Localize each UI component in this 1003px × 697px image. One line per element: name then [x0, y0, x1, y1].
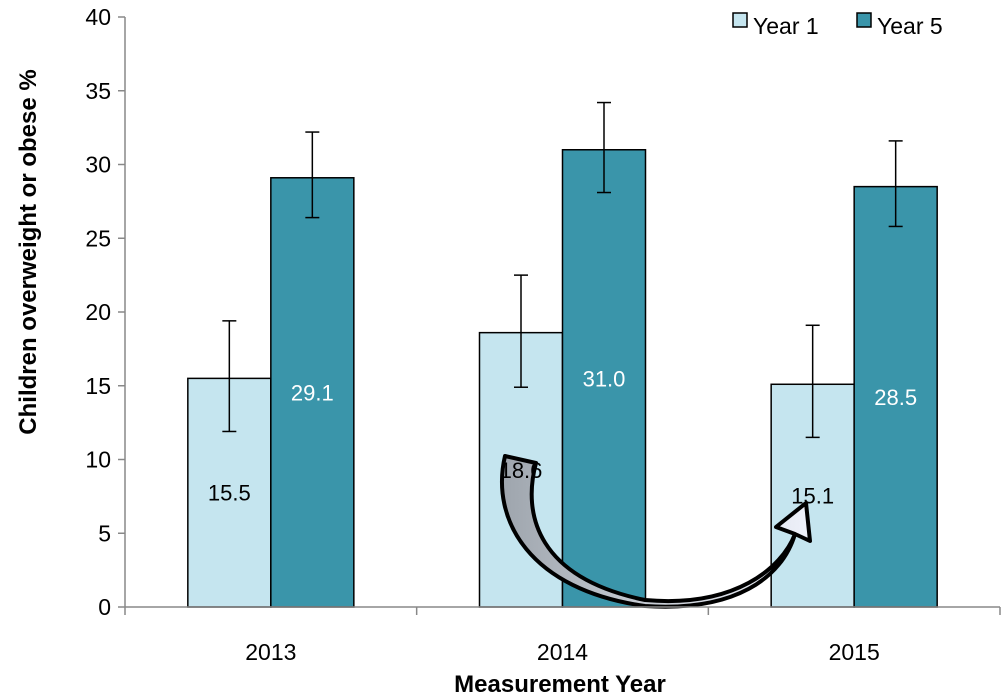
- y-tick-label-25: 25: [85, 225, 111, 251]
- data-label-year-1-2013: 15.5: [208, 481, 251, 506]
- x-axis-title: Measurement Year: [454, 671, 666, 697]
- y-tick-label-35: 35: [85, 78, 111, 104]
- y-axis-title: Children overweight or obese %: [15, 69, 42, 434]
- legend: Year 1 Year 5: [733, 13, 943, 39]
- x-tick-label-2015: 2015: [829, 639, 880, 665]
- bars-layer: [188, 150, 937, 607]
- y-tick-label-0: 0: [98, 594, 111, 620]
- y-tick-label-30: 30: [85, 152, 111, 178]
- legend-label-year-5: Year 5: [877, 13, 943, 39]
- data-label-year-5-2013: 29.1: [291, 380, 334, 405]
- legend-swatch-year-5: [857, 13, 871, 27]
- x-tick-label-2014: 2014: [537, 639, 588, 665]
- y-tick-label-20: 20: [85, 299, 111, 325]
- y-tick-label-10: 10: [85, 447, 111, 473]
- data-label-year-1-2014: 18.6: [500, 458, 543, 483]
- data-label-year-1-2015: 15.1: [791, 484, 834, 509]
- y-tick-label-15: 15: [85, 373, 111, 399]
- y-tick-label-40: 40: [85, 4, 111, 30]
- legend-label-year-1: Year 1: [753, 13, 819, 39]
- y-tick-label-5: 5: [98, 520, 111, 546]
- x-tick-label-2013: 2013: [245, 639, 296, 665]
- legend-swatch-year-1: [733, 13, 747, 27]
- data-label-year-5-2014: 31.0: [583, 366, 626, 391]
- data-label-year-5-2015: 28.5: [874, 385, 917, 410]
